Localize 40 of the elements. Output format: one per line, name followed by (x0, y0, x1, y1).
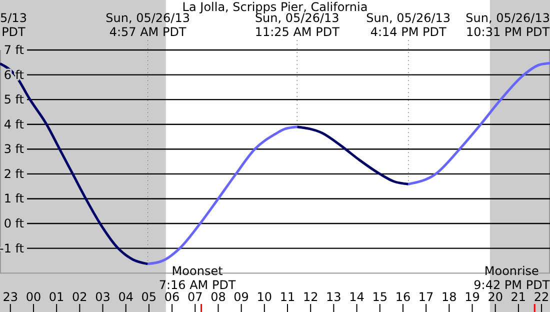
annotation: Sun, 05/26/13 4:57 AM PDT (106, 11, 190, 39)
ref-line-label: Moonrise 9:42 PM PDT (474, 264, 550, 292)
x-tick-label: 08 (210, 290, 226, 304)
x-tick-label: 12 (302, 290, 318, 304)
x-tick-label: 05 (141, 290, 157, 304)
x-tick-label: 17 (418, 290, 434, 304)
x-tick-label: 06 (164, 290, 180, 304)
y-tick-label: 6 ft (4, 68, 24, 82)
x-tick-label: 22 (534, 290, 550, 304)
x-tick-label: 13 (326, 290, 342, 304)
x-tick-label: 23 (2, 290, 18, 304)
chart-title: La Jolla, Scripps Pier, California (182, 0, 368, 14)
y-tick-label: 0 ft (4, 216, 24, 231)
x-tick-label: 04 (118, 290, 134, 304)
x-tick-label: 21 (510, 290, 526, 304)
y-tick-label: 7 ft (4, 43, 24, 57)
x-tick-label: 02 (72, 290, 88, 304)
y-tick-label: 4 ft (4, 117, 24, 132)
y-tick-label: 2 ft (4, 166, 24, 181)
x-tick-label: 01 (48, 290, 64, 304)
x-tick-label: 19 (464, 290, 480, 304)
y-tick-label: 3 ft (4, 142, 24, 156)
x-tick-label: 00 (26, 290, 42, 304)
y-tick-label: 1 ft (4, 192, 24, 206)
y-tick-label: 5 ft (4, 92, 24, 107)
annotation: Sun, 05/26/13 4:14 PM PDT (366, 11, 451, 39)
x-tick-label: 20 (488, 290, 503, 304)
x-tick-label: 18 (442, 290, 457, 304)
x-tick-label: 15 (372, 290, 388, 304)
text: 5/13 PDT (0, 11, 27, 39)
x-tick-label: 10 (256, 290, 272, 304)
x-tick-label: 03 (95, 290, 110, 304)
text: Sun, 05/26/13 10:31 PM PDT (466, 11, 550, 39)
ref-line-label: Moonset 7:16 AM PDT (158, 264, 236, 292)
x-tick-label: 11 (280, 290, 296, 304)
x-tick-label: 14 (349, 290, 364, 304)
x-tick-label: 07 (187, 290, 203, 304)
x-tick-label: 09 (234, 290, 249, 304)
x-tick-label: 16 (395, 290, 411, 304)
y-tick-label: -1 ft (0, 241, 24, 256)
